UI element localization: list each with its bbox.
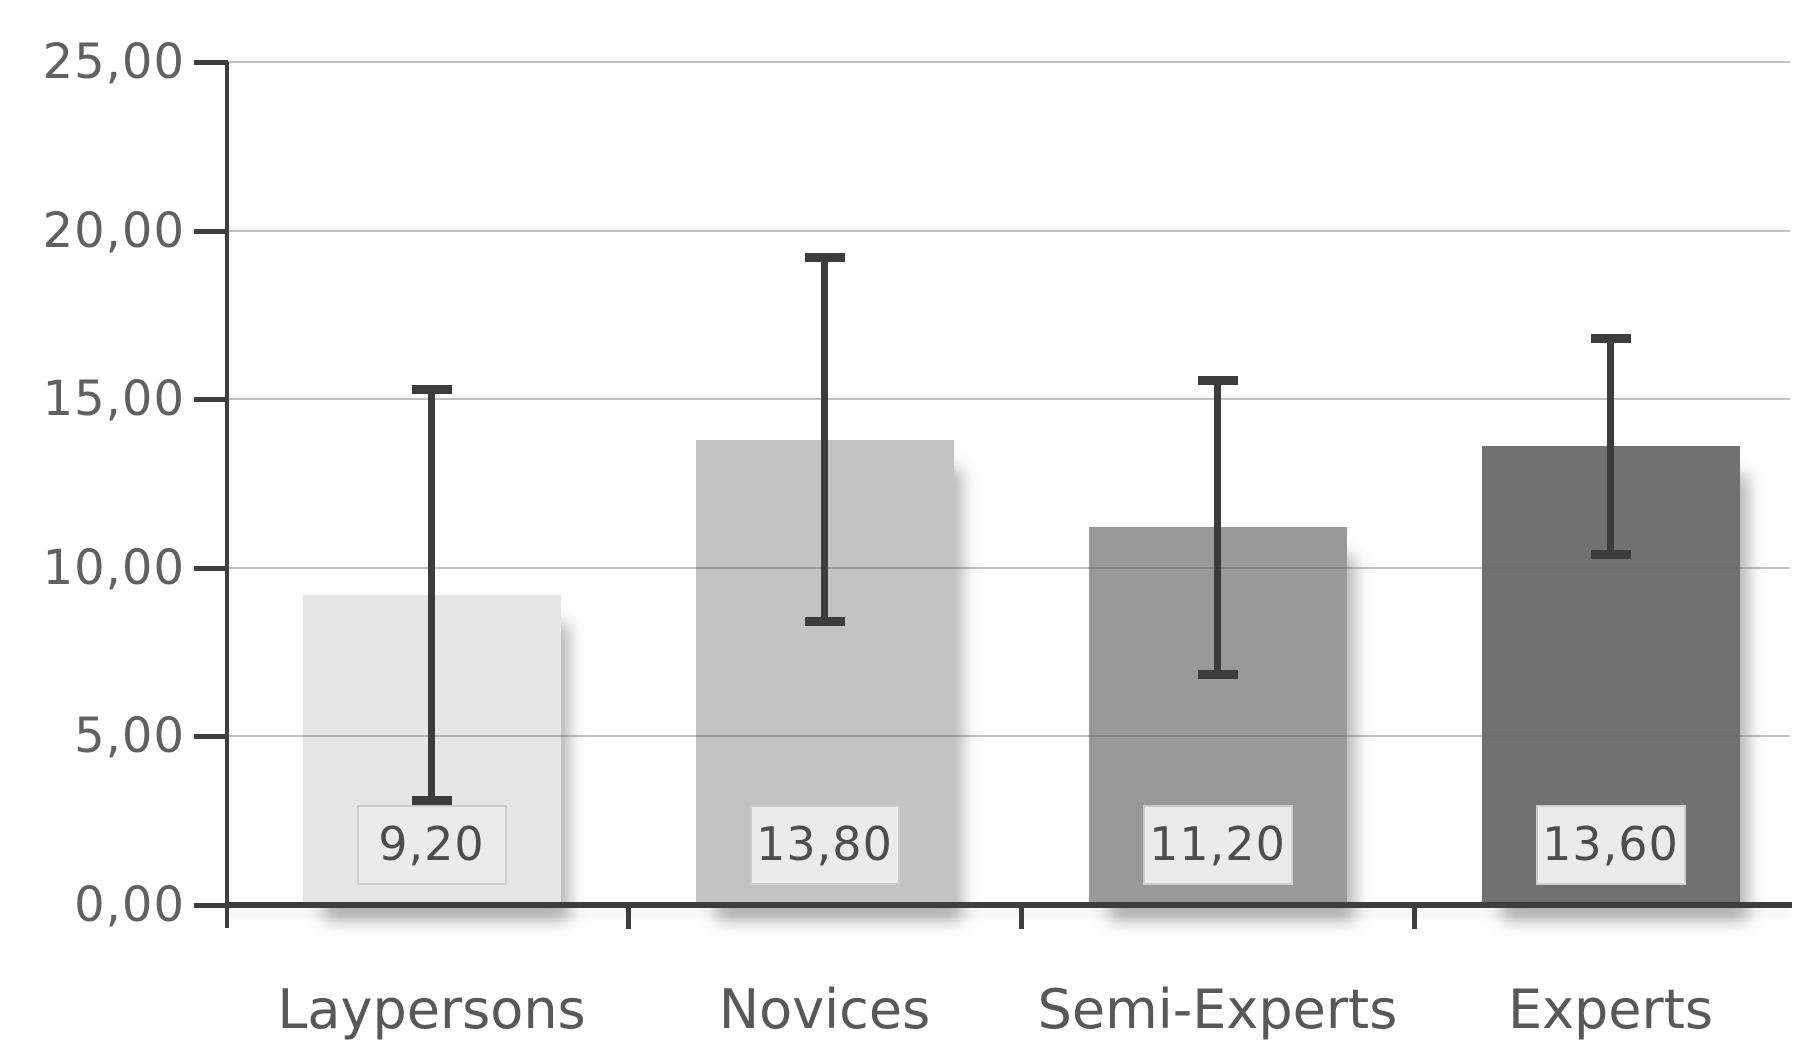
error-whisker [1607,338,1614,555]
y-tick-label-5: 5,00 [74,708,185,765]
y-axis-line [225,62,229,928]
x-tick-mark-2 [1019,906,1024,929]
y-tick-mark-5 [194,734,228,740]
value-label-laypersons: 9,20 [356,805,507,885]
gridline-5 [227,735,1790,738]
value-label-novices: 13,80 [749,805,900,885]
y-tick-label-25: 25,00 [42,34,185,90]
y-tick-mark-20 [194,228,228,234]
value-label-experts: 13,60 [1535,805,1686,885]
error-cap-bottom [1197,669,1238,679]
y-tick-mark-0 [194,903,228,908]
y-tick-label-0: 0,00 [74,877,185,933]
gridline-10 [227,566,1790,569]
y-tick-mark-10 [194,565,228,571]
error-whisker [1214,380,1221,674]
y-tick-label-20: 20,00 [42,202,185,259]
x-tick-mark-3 [1412,906,1417,929]
y-tick-mark-25 [194,60,228,65]
error-whisker [821,257,828,622]
gridline-20 [227,229,1790,232]
error-whisker [428,389,435,801]
error-cap-top [1197,376,1238,386]
error-cap-bottom [804,617,845,627]
gridline-25 [227,61,1790,63]
error-cap-top [411,384,452,394]
category-label-experts: Experts [1507,978,1714,1041]
y-tick-label-15: 15,00 [42,371,185,428]
gridline-15 [227,398,1790,401]
x-axis-line [225,902,1792,908]
category-label-laypersons: Laypersons [277,978,586,1041]
error-cap-bottom [411,795,452,805]
y-tick-mark-15 [194,397,228,403]
y-tick-label-10: 10,00 [42,539,185,596]
error-cap-bottom [1590,549,1631,559]
error-cap-top [1590,334,1631,343]
category-label-semi-experts: Semi-Experts [1037,978,1398,1041]
x-tick-mark-1 [626,906,631,929]
category-label-novices: Novices [718,978,931,1041]
error-cap-top [804,253,845,263]
value-label-semi-experts: 11,20 [1142,805,1293,885]
